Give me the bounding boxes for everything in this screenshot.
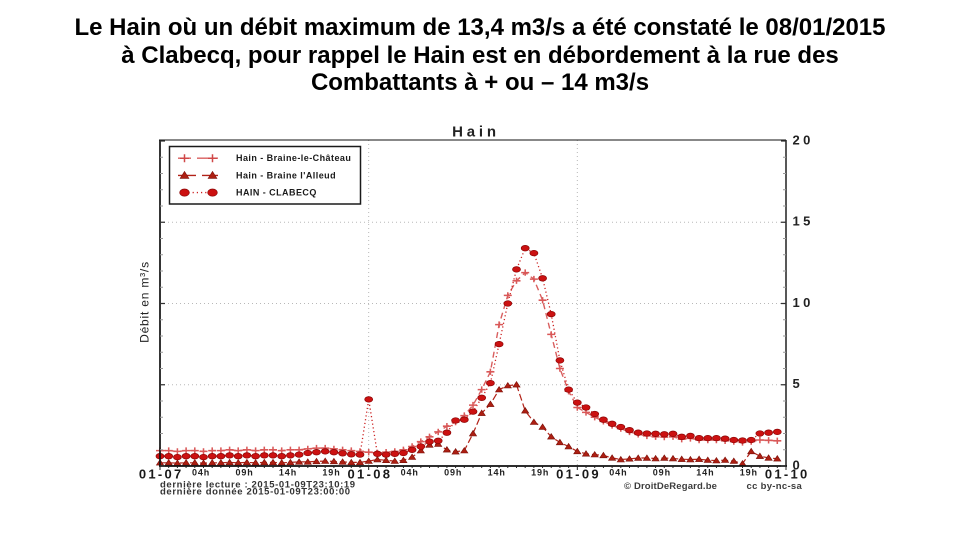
- svg-text:01-08: 01-08: [348, 466, 393, 481]
- svg-text:01-10: 01-10: [765, 466, 810, 481]
- svg-text:dernière donnée 2015-01-09T23: dernière donnée 2015-01-09T23:00:00: [160, 487, 351, 498]
- svg-text:09h: 09h: [235, 468, 253, 478]
- svg-text:19h: 19h: [322, 468, 340, 478]
- svg-text:01-09: 01-09: [556, 466, 601, 481]
- svg-text:04h: 04h: [609, 468, 627, 478]
- svg-text:Débit en m³/s: Débit en m³/s: [138, 261, 152, 343]
- svg-text:10: 10: [793, 295, 814, 310]
- svg-text:Hain - Braine l'Alleud: Hain - Braine l'Alleud: [236, 170, 336, 180]
- svg-text:09h: 09h: [444, 468, 462, 478]
- svg-text:5: 5: [793, 376, 804, 391]
- svg-text:© DroitDeRegard.be: © DroitDeRegard.be: [624, 481, 717, 492]
- svg-text:14h: 14h: [488, 468, 506, 478]
- svg-text:Hain - Braine-le-Château: Hain - Braine-le-Château: [236, 153, 351, 163]
- svg-text:HAIN - CLABECQ: HAIN - CLABECQ: [236, 188, 317, 198]
- svg-text:dernière lecture : 2015-01-09T: dernière lecture : 2015-01-09T23:10:19: [160, 480, 356, 491]
- svg-text:19h: 19h: [740, 468, 758, 478]
- svg-text:cc by-nc-sa: cc by-nc-sa: [747, 481, 803, 492]
- svg-text:14h: 14h: [696, 468, 714, 478]
- svg-text:09h: 09h: [653, 468, 671, 478]
- svg-text:0: 0: [793, 457, 804, 472]
- svg-text:20: 20: [793, 132, 814, 147]
- svg-text:19h: 19h: [531, 468, 549, 478]
- svg-text:14h: 14h: [279, 468, 297, 478]
- svg-text:04h: 04h: [401, 468, 419, 478]
- svg-text:15: 15: [793, 214, 814, 229]
- svg-text:01-07: 01-07: [139, 466, 184, 481]
- svg-text:04h: 04h: [192, 468, 210, 478]
- svg-text:Hain: Hain: [452, 123, 500, 140]
